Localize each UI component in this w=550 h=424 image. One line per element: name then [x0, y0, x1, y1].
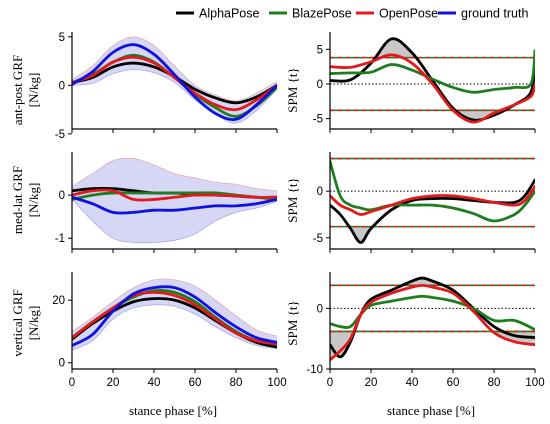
spm-med-lat-line-alphapose — [330, 178, 535, 244]
spm-ant-post-line-openpose — [330, 53, 535, 124]
y-label-med-lat-line1: med-lat GRF — [10, 166, 25, 234]
panel-ant-post-grf: -5 0 5 — [55, 32, 278, 141]
y-label-spm-med-lat: SPM {t} — [285, 177, 300, 222]
vertical-grf-line-openpose — [72, 290, 277, 346]
ant-post-grf-gt-band — [72, 36, 277, 124]
spm-vertical-plot-area — [330, 276, 535, 362]
legend-entry-alphapose: AlphaPose — [176, 7, 260, 21]
panel-spm-ant-post: -5 0 5 — [313, 32, 536, 133]
med-lat-grf-band-lower — [72, 199, 277, 244]
y-label-spm-ant-post: SPM {t} — [285, 67, 300, 112]
spm-med-lat-line-openpose — [330, 185, 535, 216]
legend-entry-blazepose: BlazePose — [269, 7, 352, 21]
vertical-grf-xtick-label: 60 — [189, 377, 202, 389]
ant-post-grf-band-upper — [72, 36, 277, 102]
spm-vertical-line-openpose — [330, 283, 535, 362]
spm-med-lat-ytick-label: 0 — [317, 186, 323, 198]
vertical-grf-band-upper — [72, 278, 277, 337]
ant-post-grf-ytick-label: 5 — [59, 32, 65, 44]
spm-med-lat-sig-fill-lo-alphapose — [349, 226, 373, 243]
vertical-grf-band-lower — [72, 304, 277, 351]
panel-med-lat-grf: -1 0 — [55, 152, 278, 253]
legend-entry-ground-truth: ground truth — [438, 7, 528, 21]
spm-med-lat-sig-fill-lo-blazepose — [330, 161, 535, 226]
ant-post-grf-line-ground-truth — [72, 43, 277, 122]
legend-label-blazepose: BlazePose — [292, 7, 352, 21]
spm-vertical-ytick-label: 0 — [317, 303, 323, 315]
ant-post-grf-plot-area — [72, 36, 277, 124]
spm-ant-post-ytick-label: -5 — [313, 114, 323, 126]
y-label-spm-vertical: SPM {t} — [285, 300, 300, 345]
vertical-grf-plot-area — [72, 278, 277, 351]
spm-vertical-ytick-label: -10 — [306, 364, 323, 376]
spm-med-lat-ytick-label: -5 — [313, 233, 323, 245]
med-lat-grf-line-openpose — [72, 188, 277, 202]
legend-label-alphapose: AlphaPose — [199, 7, 260, 21]
med-lat-grf-ytick-label: -1 — [55, 233, 65, 245]
spm-ant-post-sig-fill-lo-openpose — [330, 110, 535, 123]
spm-vertical-xtick-label: 60 — [447, 377, 460, 389]
spm-vertical-xtick-label: 80 — [488, 377, 501, 389]
spm-med-lat-sig-fill-hi-blazepose — [330, 159, 535, 221]
spm-vertical-xtick-label: 40 — [406, 377, 419, 389]
med-lat-grf-gt-band — [72, 158, 277, 243]
legend-label-ground-truth: ground truth — [461, 7, 528, 21]
panel-spm-vertical: -10 0 0 20 40 60 80 100 — [306, 272, 545, 389]
spm-vertical-xtick-label: 20 — [365, 377, 378, 389]
x-label-right: stance phase [%] — [387, 403, 475, 418]
spm-ant-post-line-blazepose — [330, 49, 535, 94]
med-lat-grf-plot-area — [72, 157, 277, 244]
vertical-grf-line-ground-truth — [72, 285, 277, 347]
y-label-med-lat: med-lat GRF [N/kg] — [10, 166, 41, 234]
y-label-ant-post: ant-post GRF [N/kg] — [10, 55, 41, 125]
vertical-grf-xtick-label: 100 — [267, 377, 286, 389]
spm-ant-post-sig-fill-hi-alphapose — [330, 38, 535, 58]
ant-post-grf-band-lower — [72, 69, 277, 124]
panel-spm-med-lat: -5 0 — [313, 152, 536, 253]
y-label-ant-post-line1: ant-post GRF — [10, 55, 25, 125]
spm-vertical-xtick-label: 100 — [525, 377, 544, 389]
ant-post-grf-ytick-label: -5 — [55, 129, 65, 141]
y-label-vertical: vertical GRF [N/kg] — [10, 289, 41, 357]
legend-label-openpose: OpenPose — [379, 7, 438, 21]
spm-vertical-xtick-label: 0 — [327, 377, 333, 389]
spm-vertical-sig-fill-hi-blazepose — [330, 285, 535, 286]
legend: AlphaPose BlazePose OpenPose ground trut… — [176, 7, 528, 21]
ant-post-grf-ytick-label: 0 — [59, 80, 65, 92]
med-lat-grf-line-ground-truth — [72, 195, 277, 215]
spm-ant-post-ytick-label: 0 — [317, 79, 323, 91]
y-label-vertical-line1: vertical GRF — [10, 289, 25, 357]
y-label-vertical-line2: [N/kg] — [26, 306, 41, 341]
y-label-med-lat-line2: [N/kg] — [26, 183, 41, 218]
vertical-grf-ytick-label: 0 — [59, 358, 65, 370]
spm-med-lat-line-blazepose — [330, 159, 535, 223]
vertical-grf-ytick-label: 20 — [52, 295, 65, 307]
med-lat-grf-band-upper — [72, 157, 277, 192]
spm-med-lat-plot-area — [330, 157, 535, 244]
spm-vertical-line-blazepose — [330, 294, 535, 331]
vertical-grf-xtick-label: 40 — [148, 377, 161, 389]
vertical-grf-xtick-label: 0 — [69, 377, 75, 389]
panel-vertical-grf: 0 20 0 20 40 60 80 100 — [52, 272, 287, 389]
spm-ant-post-ytick-label: 5 — [317, 44, 323, 56]
ant-post-grf-line-openpose — [72, 55, 277, 112]
x-label-left: stance phase [%] — [129, 403, 217, 418]
y-label-ant-post-line2: [N/kg] — [26, 73, 41, 108]
legend-entry-openpose: OpenPose — [356, 7, 438, 21]
med-lat-grf-ytick-label: 0 — [59, 190, 65, 202]
vertical-grf-xtick-label: 80 — [230, 377, 243, 389]
vertical-grf-xtick-label: 20 — [107, 377, 120, 389]
spm-ant-post-plot-area — [330, 37, 535, 124]
